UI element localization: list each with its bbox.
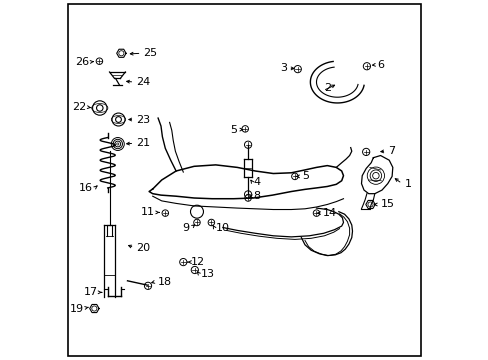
Text: 18: 18	[157, 276, 171, 287]
Text: 2: 2	[323, 83, 330, 93]
Text: 19: 19	[70, 304, 84, 314]
Text: 10: 10	[215, 222, 229, 233]
Text: 5: 5	[302, 171, 308, 181]
Text: 13: 13	[200, 269, 214, 279]
Text: 12: 12	[191, 257, 205, 267]
Text: 22: 22	[72, 102, 87, 112]
Text: 25: 25	[142, 48, 157, 58]
Text: 16: 16	[79, 183, 93, 193]
Text: 1: 1	[404, 179, 411, 189]
Text: 7: 7	[387, 146, 395, 156]
Text: 11: 11	[141, 207, 155, 217]
Text: 23: 23	[136, 114, 150, 125]
Text: 17: 17	[83, 287, 98, 297]
Text: 26: 26	[75, 57, 89, 67]
Text: 3: 3	[280, 63, 286, 73]
Text: 20: 20	[136, 243, 150, 253]
Text: 5: 5	[230, 125, 237, 135]
Text: 14: 14	[322, 208, 336, 218]
Text: 4: 4	[253, 177, 260, 187]
Text: 15: 15	[380, 199, 394, 210]
Text: 6: 6	[377, 60, 384, 70]
Text: 21: 21	[136, 138, 150, 148]
Text: 8: 8	[253, 191, 260, 201]
Text: 24: 24	[136, 77, 150, 87]
Circle shape	[117, 143, 119, 145]
Text: 9: 9	[183, 222, 189, 233]
